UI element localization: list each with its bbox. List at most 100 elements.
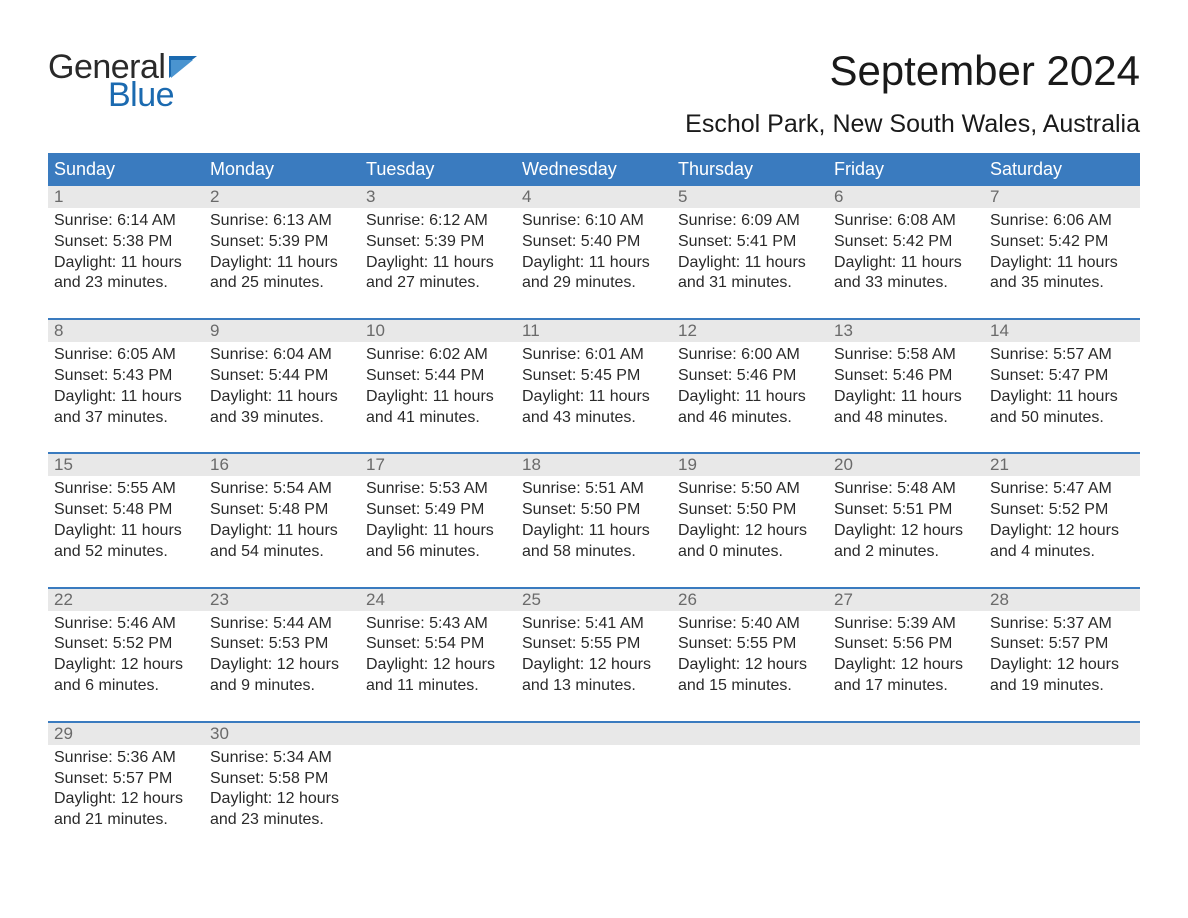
daylight-text-2: and 50 minutes.	[990, 408, 1134, 429]
week-block: 22232425262728Sunrise: 5:46 AMSunset: 5:…	[48, 587, 1140, 721]
day-cell: Sunrise: 6:02 AMSunset: 5:44 PMDaylight:…	[360, 342, 516, 452]
day-number-row: 15161718192021	[48, 454, 1140, 476]
sunset-text: Sunset: 5:42 PM	[990, 232, 1134, 253]
day-number: 15	[48, 454, 204, 476]
daylight-text-1: Daylight: 11 hours	[210, 521, 354, 542]
daylight-text-1: Daylight: 11 hours	[54, 387, 198, 408]
daylight-text-1: Daylight: 11 hours	[54, 521, 198, 542]
sunrise-text: Sunrise: 5:41 AM	[522, 614, 666, 635]
weekday-header: Tuesday	[360, 153, 516, 186]
day-cell: Sunrise: 6:14 AMSunset: 5:38 PMDaylight:…	[48, 208, 204, 318]
daylight-text-2: and 39 minutes.	[210, 408, 354, 429]
day-cell	[984, 745, 1140, 837]
sunrise-text: Sunrise: 5:53 AM	[366, 479, 510, 500]
day-cell	[516, 745, 672, 837]
sunset-text: Sunset: 5:50 PM	[678, 500, 822, 521]
sunset-text: Sunset: 5:53 PM	[210, 634, 354, 655]
weekday-header: Sunday	[48, 153, 204, 186]
sunrise-text: Sunrise: 6:01 AM	[522, 345, 666, 366]
daylight-text-1: Daylight: 12 hours	[54, 789, 198, 810]
day-number: 30	[204, 723, 360, 745]
day-content-row: Sunrise: 5:46 AMSunset: 5:52 PMDaylight:…	[48, 611, 1140, 721]
daylight-text-2: and 56 minutes.	[366, 542, 510, 563]
daylight-text-1: Daylight: 12 hours	[54, 655, 198, 676]
sunrise-text: Sunrise: 6:06 AM	[990, 211, 1134, 232]
day-cell: Sunrise: 5:48 AMSunset: 5:51 PMDaylight:…	[828, 476, 984, 586]
daylight-text-1: Daylight: 11 hours	[522, 387, 666, 408]
sunrise-text: Sunrise: 6:12 AM	[366, 211, 510, 232]
week-block: 2930Sunrise: 5:36 AMSunset: 5:57 PMDayli…	[48, 721, 1140, 837]
daylight-text-1: Daylight: 12 hours	[678, 521, 822, 542]
logo: General Blue	[48, 50, 203, 112]
daylight-text-2: and 17 minutes.	[834, 676, 978, 697]
month-title: September 2024	[685, 50, 1140, 92]
day-cell: Sunrise: 5:40 AMSunset: 5:55 PMDaylight:…	[672, 611, 828, 721]
daylight-text-2: and 41 minutes.	[366, 408, 510, 429]
daylight-text-2: and 11 minutes.	[366, 676, 510, 697]
sunset-text: Sunset: 5:48 PM	[54, 500, 198, 521]
day-number: 16	[204, 454, 360, 476]
day-number: 5	[672, 186, 828, 208]
daylight-text-1: Daylight: 11 hours	[54, 253, 198, 274]
weekday-header: Wednesday	[516, 153, 672, 186]
sunset-text: Sunset: 5:54 PM	[366, 634, 510, 655]
day-cell	[828, 745, 984, 837]
daylight-text-1: Daylight: 12 hours	[210, 789, 354, 810]
day-cell: Sunrise: 5:37 AMSunset: 5:57 PMDaylight:…	[984, 611, 1140, 721]
weekday-header: Thursday	[672, 153, 828, 186]
day-number	[516, 723, 672, 745]
daylight-text-2: and 23 minutes.	[210, 810, 354, 831]
daylight-text-1: Daylight: 11 hours	[990, 387, 1134, 408]
sunrise-text: Sunrise: 6:02 AM	[366, 345, 510, 366]
day-number: 22	[48, 589, 204, 611]
day-number	[360, 723, 516, 745]
day-cell: Sunrise: 6:09 AMSunset: 5:41 PMDaylight:…	[672, 208, 828, 318]
sunset-text: Sunset: 5:43 PM	[54, 366, 198, 387]
day-number: 21	[984, 454, 1140, 476]
day-number: 23	[204, 589, 360, 611]
day-cell: Sunrise: 6:13 AMSunset: 5:39 PMDaylight:…	[204, 208, 360, 318]
daylight-text-1: Daylight: 12 hours	[990, 655, 1134, 676]
daylight-text-2: and 35 minutes.	[990, 273, 1134, 294]
day-number: 2	[204, 186, 360, 208]
sunrise-text: Sunrise: 6:08 AM	[834, 211, 978, 232]
day-cell: Sunrise: 5:39 AMSunset: 5:56 PMDaylight:…	[828, 611, 984, 721]
day-cell: Sunrise: 5:55 AMSunset: 5:48 PMDaylight:…	[48, 476, 204, 586]
daylight-text-2: and 48 minutes.	[834, 408, 978, 429]
sunrise-text: Sunrise: 6:10 AM	[522, 211, 666, 232]
sunrise-text: Sunrise: 5:57 AM	[990, 345, 1134, 366]
day-cell: Sunrise: 6:08 AMSunset: 5:42 PMDaylight:…	[828, 208, 984, 318]
sunset-text: Sunset: 5:56 PM	[834, 634, 978, 655]
day-number: 28	[984, 589, 1140, 611]
sunrise-text: Sunrise: 5:40 AM	[678, 614, 822, 635]
daylight-text-2: and 0 minutes.	[678, 542, 822, 563]
weekday-header: Monday	[204, 153, 360, 186]
title-block: September 2024 Eschol Park, New South Wa…	[685, 50, 1140, 139]
sunset-text: Sunset: 5:47 PM	[990, 366, 1134, 387]
sunrise-text: Sunrise: 5:37 AM	[990, 614, 1134, 635]
sunrise-text: Sunrise: 6:14 AM	[54, 211, 198, 232]
day-number: 12	[672, 320, 828, 342]
daylight-text-1: Daylight: 11 hours	[366, 521, 510, 542]
sunset-text: Sunset: 5:44 PM	[210, 366, 354, 387]
day-number: 26	[672, 589, 828, 611]
daylight-text-1: Daylight: 11 hours	[990, 253, 1134, 274]
day-number: 17	[360, 454, 516, 476]
daylight-text-1: Daylight: 12 hours	[366, 655, 510, 676]
sunset-text: Sunset: 5:58 PM	[210, 769, 354, 790]
daylight-text-1: Daylight: 12 hours	[678, 655, 822, 676]
sunset-text: Sunset: 5:39 PM	[366, 232, 510, 253]
daylight-text-1: Daylight: 11 hours	[210, 387, 354, 408]
sunset-text: Sunset: 5:41 PM	[678, 232, 822, 253]
day-cell: Sunrise: 5:46 AMSunset: 5:52 PMDaylight:…	[48, 611, 204, 721]
sunset-text: Sunset: 5:46 PM	[678, 366, 822, 387]
daylight-text-2: and 4 minutes.	[990, 542, 1134, 563]
day-number	[828, 723, 984, 745]
daylight-text-2: and 6 minutes.	[54, 676, 198, 697]
sunrise-text: Sunrise: 5:44 AM	[210, 614, 354, 635]
daylight-text-2: and 54 minutes.	[210, 542, 354, 563]
sunset-text: Sunset: 5:42 PM	[834, 232, 978, 253]
day-content-row: Sunrise: 6:05 AMSunset: 5:43 PMDaylight:…	[48, 342, 1140, 452]
day-cell: Sunrise: 5:44 AMSunset: 5:53 PMDaylight:…	[204, 611, 360, 721]
day-number: 3	[360, 186, 516, 208]
